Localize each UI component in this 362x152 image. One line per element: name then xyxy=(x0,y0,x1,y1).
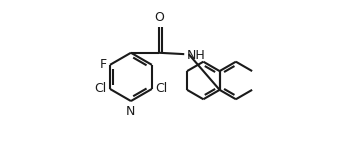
Text: Cl: Cl xyxy=(94,83,107,95)
Text: NH: NH xyxy=(186,49,205,62)
Text: O: O xyxy=(154,11,164,24)
Text: Cl: Cl xyxy=(155,83,167,95)
Text: N: N xyxy=(126,105,136,118)
Text: F: F xyxy=(100,58,107,71)
